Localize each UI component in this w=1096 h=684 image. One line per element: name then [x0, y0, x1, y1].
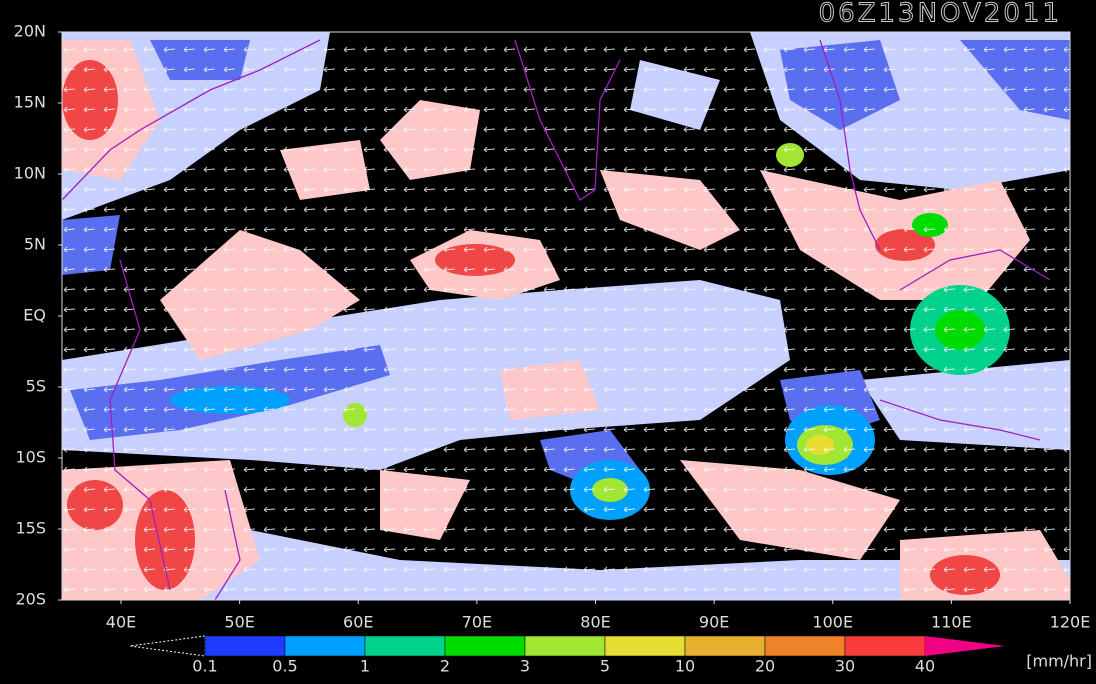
colorbar-label: 40 [915, 657, 935, 676]
lat-label: 20N [14, 22, 46, 41]
lat-label: 15S [15, 519, 46, 538]
lon-label: 50E [224, 613, 254, 632]
colorbar-segment [764, 635, 846, 657]
colorbar-label: 5 [600, 657, 610, 676]
colorbar-label: 1 [360, 657, 370, 676]
lon-label: 100E [812, 613, 853, 632]
lat-label: 10S [15, 448, 46, 467]
colorbar-segment [524, 635, 606, 657]
colorbar: 0.1 0.5 1 2 3 5 10 20 30 40 [mm/hr] [129, 635, 1092, 676]
map-field [62, 32, 1070, 600]
colorbar-label: 3 [520, 657, 530, 676]
colorbar-segment [284, 635, 366, 657]
colorbar-segment [684, 635, 766, 657]
colorbar-label: 30 [835, 657, 855, 676]
lon-label: 120E [1050, 613, 1091, 632]
colorbar-over [925, 636, 1005, 656]
lon-label: 70E [462, 613, 492, 632]
colorbar-label: 10 [675, 657, 695, 676]
lat-label: EQ [23, 306, 46, 325]
lat-label: 10N [14, 164, 46, 183]
lon-label: 60E [343, 613, 373, 632]
colorbar-label: 2 [440, 657, 450, 676]
lat-label: 5N [24, 235, 46, 254]
colorbar-segment [844, 635, 926, 657]
colorbar-segment [604, 635, 686, 657]
colorbar-unit: [mm/hr] [1026, 652, 1092, 671]
colorbar-segment [364, 635, 446, 657]
lon-label: 90E [699, 613, 729, 632]
colorbar-label: 20 [755, 657, 775, 676]
lon-label: 40E [106, 613, 136, 632]
lat-label: 15N [14, 93, 46, 112]
lon-label: 110E [931, 613, 972, 632]
axis-labels: 20N 15N 10N 5N EQ 5S 10S 15S 20S 40E 50E 60E 70E 80E 9… [14, 22, 1091, 632]
colorbar-label: 0.1 [192, 657, 217, 676]
lat-label: 20S [15, 590, 46, 609]
colorbar-segment [204, 635, 286, 657]
colorbar-segment [444, 635, 526, 657]
colorbar-label: 0.5 [272, 657, 297, 676]
lat-label: 5S [26, 377, 46, 396]
map-title: 06Z13NOV2011 [819, 0, 1062, 29]
lon-label: 80E [580, 613, 610, 632]
